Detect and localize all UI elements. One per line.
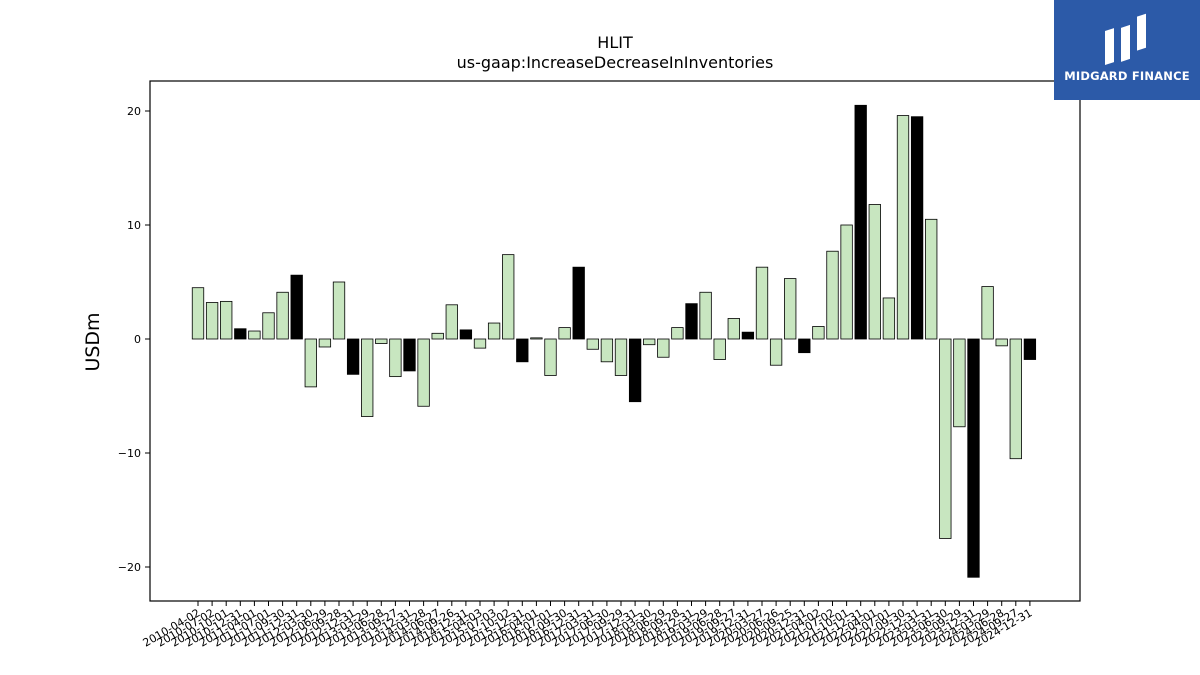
chart-subtitle: us-gaap:IncreaseDecreaseInInventories [457,53,774,72]
bar [290,274,303,340]
bar [643,338,656,346]
bar [755,266,769,340]
bar [1023,338,1037,360]
bar [445,304,458,340]
bar [939,338,952,539]
bar [741,331,755,340]
bar [191,287,205,340]
bar [220,300,233,340]
bar [953,338,966,428]
bar [671,327,684,340]
bar [981,286,994,340]
bar [910,116,924,340]
bar [784,278,797,340]
plot-frame [149,80,1081,602]
bar [967,338,980,578]
bar [389,338,402,378]
bar [304,338,317,388]
bar [572,266,585,340]
bar [332,281,346,340]
y-tick-label: 10 [127,219,141,232]
bar [459,329,473,340]
bar [685,303,698,340]
y-tick-label: −10 [118,447,141,460]
bar [558,327,571,340]
bar [995,338,1008,347]
bar [318,338,332,348]
bar [699,291,712,340]
bar [868,204,881,340]
bar [346,338,360,375]
bar [530,337,543,340]
brand-logo: MIDGARD FINANCE [1054,0,1200,100]
bar [487,322,501,340]
bar [516,338,529,363]
bar [614,338,628,376]
bar [417,338,430,407]
y-tick-label: 0 [134,333,141,346]
chart-title: HLIT [597,33,633,52]
y-tick-label: −20 [118,561,141,574]
bar [713,338,726,360]
bar [586,338,599,350]
bar [798,338,811,354]
y-tick-label: 20 [127,105,141,118]
bar [502,254,515,340]
bar [431,332,444,340]
bar [248,330,261,340]
bar [205,302,219,340]
bar [600,338,614,363]
bar [262,312,275,340]
bar [628,338,642,403]
bar [544,338,557,376]
bar [361,338,374,417]
bar [840,224,853,340]
bar [727,318,740,340]
bar [657,338,670,358]
bar [276,291,289,340]
bar [812,326,825,340]
y-axis-label: USDm [82,312,104,371]
bar [925,218,938,340]
bar [1009,338,1022,460]
bar [826,250,839,340]
bar [882,297,896,340]
bar [403,338,416,372]
bar [375,338,388,344]
bar [473,338,487,349]
bar [769,338,783,366]
midgard-logo-icon [1105,13,1146,66]
bar [234,328,247,340]
bar [896,115,910,340]
bar [854,104,867,340]
brand-name: MIDGARD FINANCE [1064,69,1190,83]
